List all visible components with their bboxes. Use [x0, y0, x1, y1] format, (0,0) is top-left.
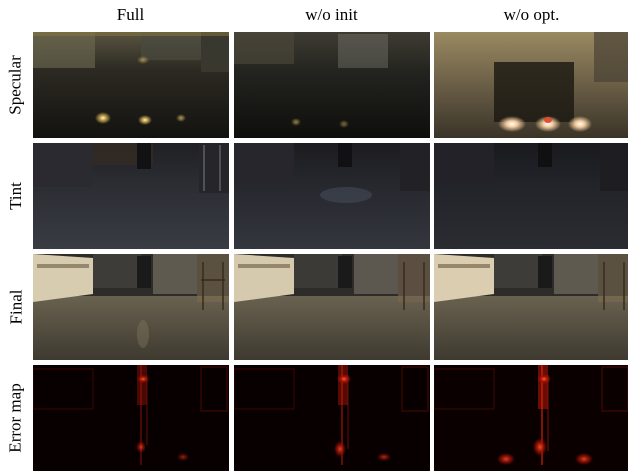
tint-full-image	[33, 143, 229, 249]
row-header-specular: Specular	[0, 32, 32, 138]
specular-full-image	[33, 32, 229, 138]
row-header-tint: Tint	[0, 143, 32, 249]
tint-wo-opt-image	[434, 143, 628, 249]
final-wo-opt-image	[434, 254, 628, 360]
row-label-error-map: Error map	[6, 383, 26, 453]
row-label-final: Final	[6, 289, 26, 325]
error-map-full-image	[33, 365, 229, 471]
row-header-error-map: Error map	[0, 365, 32, 471]
final-wo-init-image	[234, 254, 430, 360]
column-header-wo-init: w/o init	[305, 5, 358, 24]
specular-wo-init-image	[234, 32, 430, 138]
row-label-tint: Tint	[5, 182, 25, 210]
row-header-final: Final	[0, 254, 32, 360]
tint-wo-init-image	[234, 143, 430, 249]
column-header-full: Full	[116, 5, 145, 24]
row-label-specular: Specular	[6, 55, 26, 115]
column-header-wo-opt: w/o opt.	[503, 5, 560, 24]
error-map-wo-init-image	[234, 365, 430, 471]
error-map-wo-opt-image	[434, 365, 628, 471]
specular-wo-opt-image	[434, 32, 628, 138]
final-full-image	[33, 254, 229, 360]
